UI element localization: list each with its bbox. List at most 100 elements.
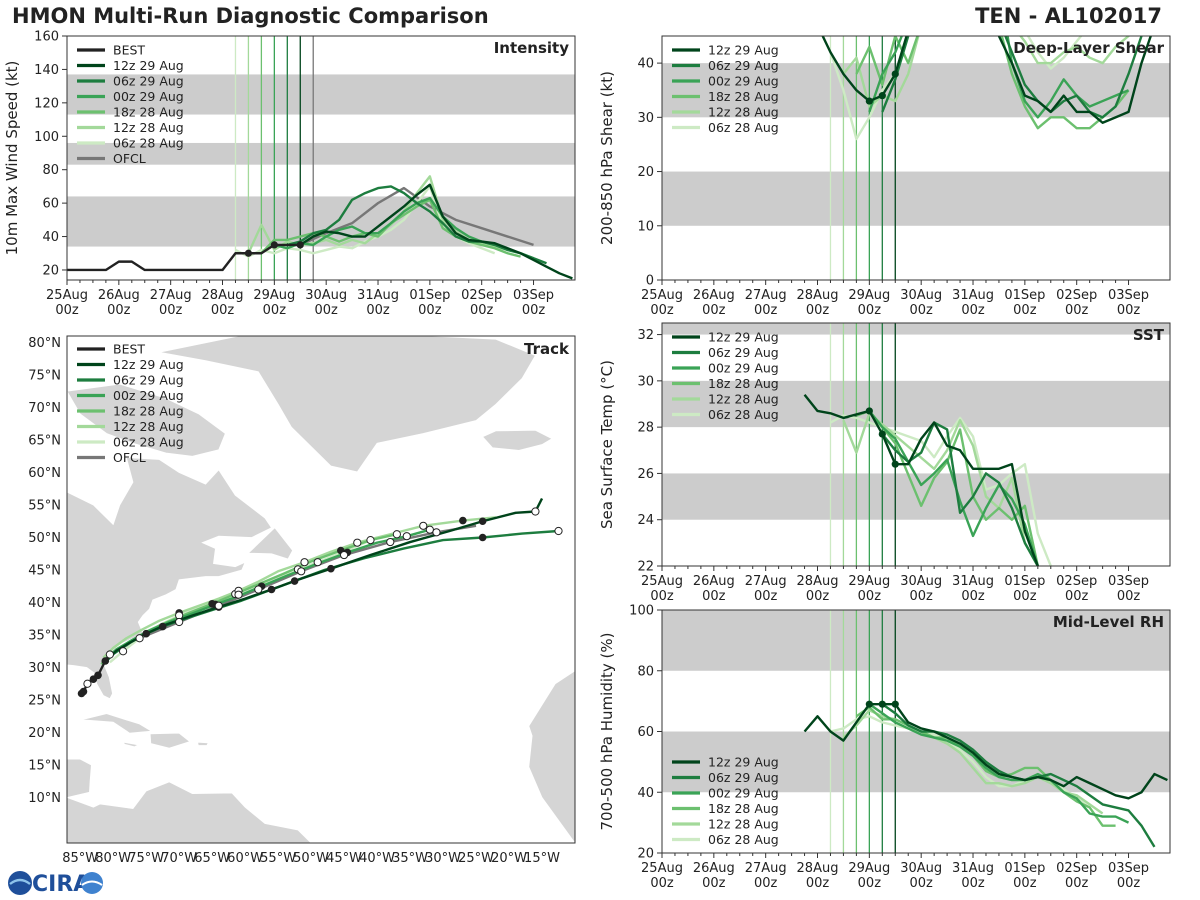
sst-xtick-label: 00z	[702, 589, 726, 604]
sst-xtick-label: 00z	[650, 589, 674, 604]
intensity-series-ofcl	[299, 186, 534, 247]
sst-xtick-label: 00z	[806, 589, 830, 604]
sst-xtick-label: 00z	[961, 589, 985, 604]
sst-xtick-label: 03Sep	[1108, 574, 1149, 589]
legend-label-12z-28-aug: 12z 28 Aug	[708, 392, 779, 407]
rh-ytick-label: 60	[637, 725, 654, 740]
sst-ytick-label: 22	[637, 560, 654, 575]
shear-xtick-label: 27Aug	[745, 288, 787, 303]
shear-xtick-label: 00z	[1013, 303, 1037, 318]
legend-label-12z-29-aug: 12z 29 Aug	[113, 357, 184, 372]
track-marker-open-06z-28-aug	[118, 647, 128, 656]
rh-xtick-label: 00z	[961, 876, 985, 891]
sst-ytick-label: 32	[637, 328, 654, 343]
shear-ytick-label: 30	[637, 111, 654, 126]
legend-label-18z-28-aug: 18z 28 Aug	[113, 404, 184, 419]
sst-ytick-label: 30	[637, 374, 654, 389]
sst-xtick-label: 00z	[1065, 589, 1089, 604]
track-marker-closed-12z-28-aug	[459, 516, 467, 525]
intensity-plot-area	[67, 36, 575, 280]
rh-xtick-label: 25Aug	[641, 861, 683, 876]
shear-ytick-label: 20	[637, 165, 654, 180]
track-lon-label: 15°W	[524, 851, 560, 866]
track-lat-label: 80°N	[28, 336, 61, 351]
track-marker-open-00z-29-aug	[402, 532, 411, 541]
sst-series-12z-29-aug	[803, 393, 1039, 566]
track-marker-open-12z-28-aug	[353, 538, 362, 547]
sst-xtick-label: 30Aug	[900, 574, 942, 589]
intensity-ytick-label: 120	[34, 96, 59, 111]
rh-xtick-label: 03Sep	[1108, 861, 1149, 876]
sst-xtick-label: 00z	[909, 589, 933, 604]
intensity-xtick-label: 03Sep	[513, 288, 554, 303]
shear-marker-12z-29-aug	[878, 92, 886, 100]
intensity-marker-best	[244, 249, 253, 257]
rh-marker-12z-29-aug	[865, 700, 873, 708]
legend-label-06z-28-aug: 06z 28 Aug	[708, 407, 779, 422]
intensity-title: Intensity	[494, 39, 570, 57]
sst-xtick-label: 31Aug	[952, 574, 994, 589]
track-marker-open-06z-28-aug	[313, 558, 322, 567]
legend-label-06z-28-aug: 06z 28 Aug	[708, 120, 779, 135]
shear-xtick-label: 31Aug	[952, 288, 994, 303]
chart-track: 10°N 15°N 20°N 25°N 30°N 35°N 40°N 45°N 50°N 55°N…	[28, 335, 576, 866]
intensity-xtick-label: 27Aug	[150, 288, 192, 303]
track-lat-label: 40°N	[28, 596, 61, 611]
sst-ylabel: Sea Surface Temp (°C)	[598, 360, 616, 529]
shear-series-06z-28-aug	[829, 36, 1083, 141]
shear-shaded-band	[662, 171, 1170, 226]
track-marker-open-ofcl	[386, 537, 395, 547]
legend-label-06z-29-aug: 06z 29 Aug	[708, 770, 779, 785]
shear-marker-12z-29-aug	[891, 70, 899, 78]
intensity-ytick-label: 140	[34, 63, 59, 78]
land-hispaniola	[149, 732, 191, 749]
land-cuba	[80, 713, 153, 734]
intensity-frame	[66, 35, 576, 281]
intensity-xtick-label: 29Aug	[253, 288, 295, 303]
rh-xtick-label: 27Aug	[745, 861, 787, 876]
legend-label-ofcl: OFCL	[113, 450, 146, 465]
sst-xtick-label: 02Sep	[1056, 574, 1097, 589]
shear-xtick-label: 00z	[858, 303, 882, 318]
track-marker-open-ofcl	[135, 634, 144, 643]
land-newfoundland	[247, 527, 294, 560]
track-lon-label: 35°W	[392, 851, 428, 866]
sst-plot-area	[662, 323, 1170, 566]
rh-ytick-label: 20	[637, 847, 654, 862]
legend-label-12z-29-aug: 12z 29 Aug	[708, 755, 779, 770]
intensity-shaded-band	[67, 74, 575, 115]
legend-label-06z-29-aug: 06z 29 Aug	[113, 74, 184, 89]
intensity-ytick-label: 100	[34, 130, 59, 145]
track-lon-label: 75°W	[128, 851, 164, 866]
rh-xtick-label: 00z	[650, 876, 674, 891]
intensity-ylabel: 10m Max Wind Speed (kt)	[3, 61, 21, 256]
track-frame	[66, 335, 576, 844]
land-yucatan-ca	[67, 758, 92, 798]
track-series-ofcl	[109, 524, 477, 656]
rh-xtick-label: 00z	[1117, 876, 1141, 891]
legend-label-best: BEST	[113, 342, 145, 357]
sst-series-12z-28-aug	[842, 412, 1039, 566]
rh-series-00z-29-aug	[868, 703, 1130, 824]
legend-label-18z-28-aug: 18z 28 Aug	[708, 376, 779, 391]
shear-xtick-label: 00z	[754, 303, 778, 318]
rh-xtick-label: 00z	[806, 876, 830, 891]
legend-label-best: BEST	[113, 43, 145, 58]
shear-ylabel: 200-850 hPa Shear (kt)	[598, 71, 616, 245]
cira-logo-text: CIRA	[32, 872, 90, 897]
intensity-xtick-label: 00z	[55, 303, 79, 318]
track-lat-label: 60°N	[28, 466, 61, 481]
sst-marker-12z-29-aug	[865, 407, 873, 415]
sst-xtick-label: 00z	[1117, 589, 1141, 604]
intensity-marker-best	[270, 241, 278, 249]
shear-xtick-label: 25Aug	[641, 288, 683, 303]
intensity-xtick-label: 31Aug	[357, 288, 399, 303]
track-marker-open-ofcl	[214, 601, 223, 610]
legend-label-06z-29-aug: 06z 29 Aug	[113, 373, 184, 388]
intensity-xtick-label: 00z	[366, 303, 390, 318]
rh-series-12z-29-aug	[803, 702, 1168, 800]
sst-ytick-label: 26	[637, 467, 654, 482]
track-marker-open-ofcl	[254, 585, 263, 594]
track-lat-label: 45°N	[28, 564, 61, 579]
rh-ytick-label: 80	[637, 664, 654, 679]
